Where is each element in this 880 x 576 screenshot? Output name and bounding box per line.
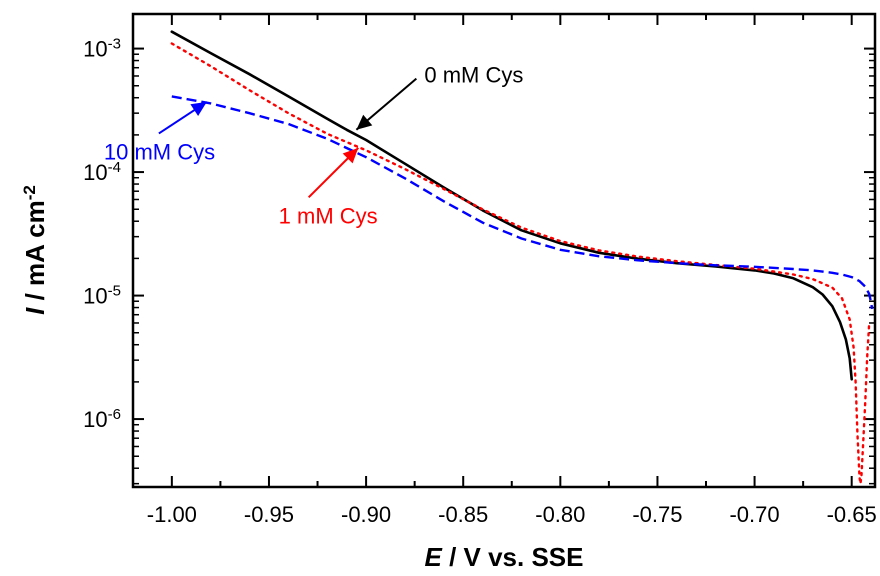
annotation-arrowhead <box>356 114 373 130</box>
annotation-label: 0 mM Cys <box>424 63 523 88</box>
x-tick-label: -0.70 <box>729 502 779 527</box>
plot-frame <box>131 12 877 489</box>
y-tick-label: 10-5 <box>83 282 121 309</box>
series-line-1-mm-cys <box>170 42 871 485</box>
annotation-arrowhead <box>190 101 207 116</box>
x-tick-label: -0.65 <box>827 502 877 527</box>
x-tick-label: -0.90 <box>341 502 391 527</box>
y-tick-label: 10-3 <box>83 35 121 62</box>
x-tick-label: -1.00 <box>147 502 197 527</box>
annotation-label: 1 mM Cys <box>279 203 378 228</box>
annotations-layer: 0 mM Cys 1 mM Cys 10 mM Cys <box>104 63 523 229</box>
annotation-label: 10 mM Cys <box>104 139 215 164</box>
series-line-0-mm-cys <box>170 30 854 381</box>
x-tick-label: -0.85 <box>438 502 488 527</box>
y-axis-title: I / mA cm-2 <box>20 185 51 315</box>
y-tick-label: 10-6 <box>83 406 121 433</box>
x-tick-label: -0.80 <box>535 502 585 527</box>
annotation-arrowhead <box>342 147 359 164</box>
x-axis-title: E / V vs. SSE <box>425 542 584 572</box>
x-tick-label: -0.75 <box>632 502 682 527</box>
ticks-layer: -1.00 -0.95 -0.90 -0.85 -0.80 -0.75 -0.70 -0.65… <box>83 14 877 527</box>
x-tick-label: -0.95 <box>244 502 294 527</box>
series-layer <box>170 30 874 485</box>
y-tick-label: 10-4 <box>83 159 121 186</box>
series-line-10-mm-cys <box>171 95 874 310</box>
